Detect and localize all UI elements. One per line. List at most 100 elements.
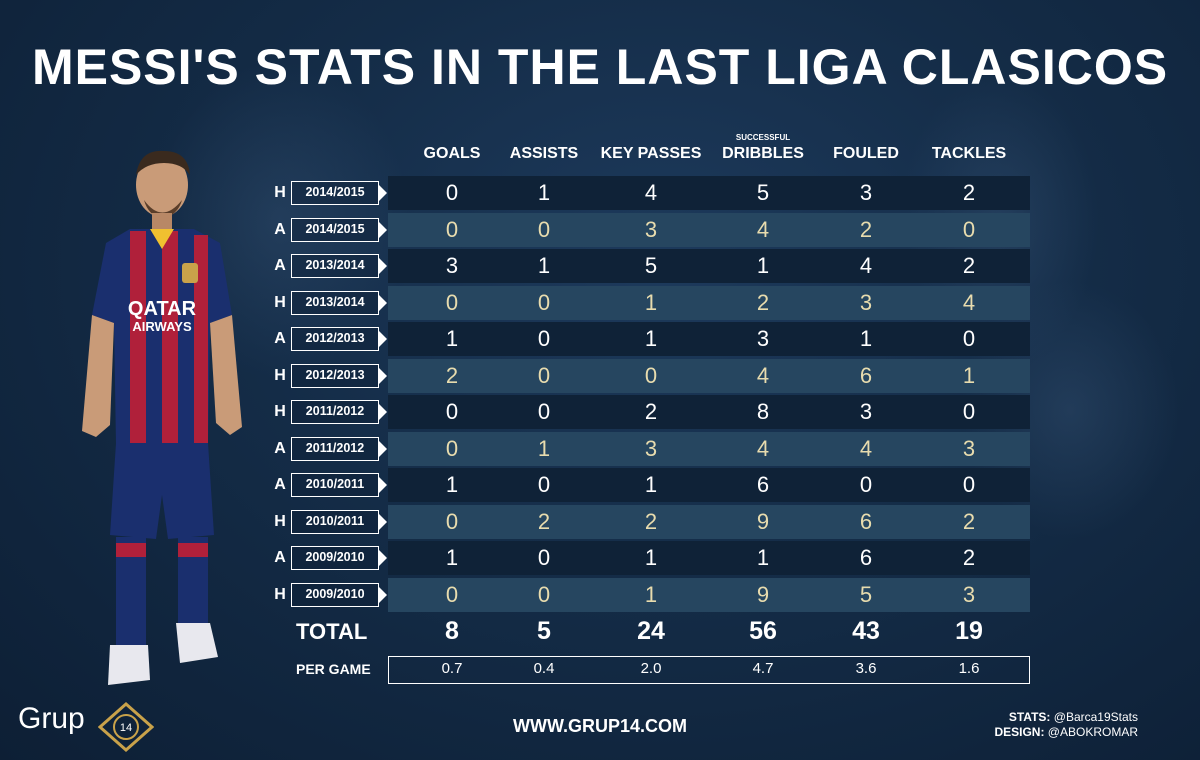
column-header: DRIBBLES bbox=[722, 145, 804, 162]
venue-label: A bbox=[274, 220, 286, 238]
logo-number: 14 bbox=[120, 722, 132, 734]
venue-label: A bbox=[274, 549, 286, 566]
table-row: 0 1 4 5 3 2 bbox=[388, 176, 1030, 210]
stat-cell: 2 bbox=[962, 508, 976, 534]
stat-cell: 0 bbox=[537, 472, 551, 497]
stat-cell: 1 bbox=[644, 545, 658, 570]
season-label: 2009/2010 bbox=[291, 546, 387, 570]
stat-cell: 6 bbox=[859, 508, 873, 534]
stat-cell: 0 bbox=[445, 581, 459, 607]
stat-cell: 1 bbox=[445, 472, 459, 497]
stat-cell: 2 bbox=[859, 216, 873, 242]
column-header: ASSISTS bbox=[509, 145, 579, 162]
stat-cell: 0 bbox=[962, 216, 976, 242]
stat-cell: 1 bbox=[445, 326, 459, 351]
shirt-sponsor: QATAR bbox=[128, 298, 197, 320]
season-label: 2014/2015 bbox=[291, 217, 387, 242]
stat-cell: 1 bbox=[537, 435, 551, 461]
stat-cell: 4 bbox=[756, 435, 770, 461]
stat-cell: 0 bbox=[859, 472, 873, 497]
per-game-value: 1.6 bbox=[958, 660, 980, 677]
stat-cell: 8 bbox=[756, 399, 770, 424]
per-game-value: 4.7 bbox=[752, 660, 774, 677]
stat-cell: 1 bbox=[537, 253, 551, 278]
table-row: 0 0 1 2 3 4 bbox=[388, 285, 1030, 320]
stat-cell: 4 bbox=[962, 289, 976, 315]
table-row: 3 1 5 1 4 2 bbox=[388, 249, 1030, 283]
stat-cell: 2 bbox=[537, 508, 551, 534]
stat-cell: 2 bbox=[644, 399, 658, 424]
column-subheader: SUCCESSFUL bbox=[735, 133, 791, 142]
shirt-sponsor: AIRWAYS bbox=[132, 319, 192, 334]
stat-cell: 0 bbox=[445, 508, 459, 534]
stat-cell: 0 bbox=[537, 216, 551, 242]
total-value: 24 bbox=[637, 617, 665, 645]
table-row: 1 0 1 3 1 0 bbox=[388, 322, 1030, 356]
design-value: @ABOKROMAR bbox=[1047, 725, 1138, 739]
season-label: 2012/2013 bbox=[291, 363, 387, 388]
stat-cell: 0 bbox=[644, 362, 658, 388]
per-game-label: PER GAME bbox=[296, 661, 371, 677]
venue-label: H bbox=[274, 512, 286, 530]
stat-cell: 0 bbox=[537, 362, 551, 388]
stat-cell: 3 bbox=[445, 253, 459, 278]
stat-cell: 2 bbox=[445, 362, 459, 388]
stat-cell: 0 bbox=[445, 180, 459, 205]
stat-cell: 3 bbox=[644, 216, 658, 242]
column-header: FOULED bbox=[833, 145, 899, 162]
per-game-value: 3.6 bbox=[855, 660, 877, 677]
stat-cell: 6 bbox=[859, 362, 873, 388]
stat-cell: 6 bbox=[756, 472, 770, 497]
stat-cell: 0 bbox=[445, 399, 459, 424]
stat-cell: 3 bbox=[962, 435, 976, 461]
stat-cell: 0 bbox=[445, 216, 459, 242]
venue-label: H bbox=[274, 585, 286, 603]
stat-cell: 1 bbox=[644, 289, 658, 315]
stat-cell: 2 bbox=[962, 545, 976, 570]
season-label: 2010/2011 bbox=[291, 509, 387, 534]
stat-cell: 4 bbox=[859, 435, 873, 461]
stat-cell: 3 bbox=[962, 581, 976, 607]
stat-cell: 0 bbox=[537, 545, 551, 570]
stats-value: @Barca19Stats bbox=[1053, 710, 1138, 724]
season-label: 2012/2013 bbox=[291, 327, 387, 351]
stat-cell: 0 bbox=[962, 326, 976, 351]
stat-cell: 3 bbox=[859, 399, 873, 424]
design-label: DESIGN: bbox=[994, 725, 1045, 739]
stat-cell: 0 bbox=[445, 435, 459, 461]
venue-label: A bbox=[274, 476, 286, 493]
stat-cell: 1 bbox=[644, 326, 658, 351]
website-url: WWW.GRUP14.COM bbox=[513, 716, 687, 736]
per-game-value: 0.4 bbox=[533, 660, 555, 677]
venue-label: A bbox=[274, 257, 286, 274]
stat-cell: 3 bbox=[756, 326, 770, 351]
venue-label: H bbox=[274, 184, 286, 201]
stat-cell: 0 bbox=[962, 399, 976, 424]
per-game-value: 2.0 bbox=[640, 660, 662, 677]
stat-cell: 1 bbox=[756, 253, 770, 278]
season-label: 2013/2014 bbox=[291, 290, 387, 315]
stat-cell: 4 bbox=[756, 362, 770, 388]
total-value: 19 bbox=[955, 617, 983, 645]
credits: STATS: @Barca19Stats DESIGN: @ABOKROMAR bbox=[994, 710, 1138, 740]
stat-cell: 4 bbox=[859, 253, 873, 278]
stat-cell: 1 bbox=[644, 472, 658, 497]
stat-cell: 1 bbox=[859, 326, 873, 351]
stat-cell: 9 bbox=[756, 508, 770, 534]
table-row: 0 0 1 9 5 3 bbox=[388, 577, 1030, 612]
table-row: 0 0 2 8 3 0 bbox=[388, 395, 1030, 429]
season-label: 2009/2010 bbox=[291, 582, 387, 607]
season-label: 2014/2015 bbox=[291, 181, 387, 205]
stat-cell: 5 bbox=[644, 253, 658, 278]
stat-cell: 2 bbox=[962, 253, 976, 278]
stat-cell: 0 bbox=[537, 581, 551, 607]
stat-cell: 2 bbox=[962, 180, 976, 205]
total-value: 8 bbox=[445, 617, 459, 645]
stat-cell: 2 bbox=[644, 508, 658, 534]
stat-cell: 1 bbox=[962, 362, 976, 388]
stat-cell: 3 bbox=[644, 435, 658, 461]
per-game-box bbox=[388, 656, 1030, 684]
total-value: 56 bbox=[749, 617, 777, 645]
venue-label: A bbox=[274, 439, 286, 457]
table-row: 0 2 2 9 6 2 bbox=[388, 504, 1030, 539]
